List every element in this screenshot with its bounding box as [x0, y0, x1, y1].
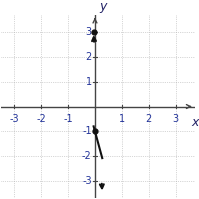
Text: 3: 3 — [86, 27, 92, 37]
Text: -3: -3 — [82, 176, 92, 186]
Text: -1: -1 — [82, 126, 92, 136]
Text: x: x — [191, 116, 198, 129]
Text: 2: 2 — [86, 52, 92, 62]
Text: -1: -1 — [63, 114, 73, 124]
Text: 3: 3 — [173, 114, 179, 124]
Text: y: y — [100, 0, 107, 14]
Text: 1: 1 — [119, 114, 125, 124]
Text: -2: -2 — [36, 114, 46, 124]
Text: -3: -3 — [9, 114, 19, 124]
Text: 2: 2 — [146, 114, 152, 124]
Text: 1: 1 — [86, 77, 92, 87]
Text: -2: -2 — [82, 151, 92, 161]
